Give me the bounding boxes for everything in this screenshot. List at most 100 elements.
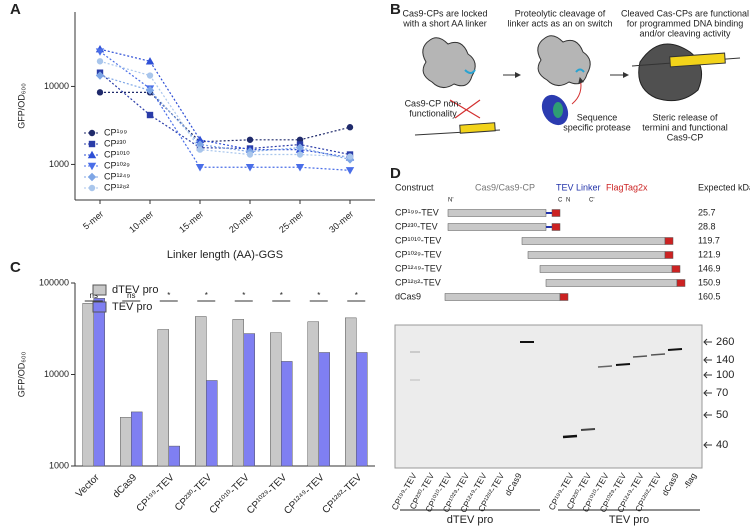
domain — [521, 237, 666, 245]
caption-line: for programmed DNA binding — [627, 18, 744, 28]
x-tick-label: CP¹²⁴⁹-TEV — [282, 472, 327, 517]
marker — [195, 164, 205, 172]
lane-label: dCas9 — [660, 471, 681, 498]
marker — [196, 146, 204, 153]
ladder-label: 50 — [716, 409, 728, 421]
panel-label: D — [390, 165, 401, 182]
x-tick-label: 5-mer — [81, 209, 105, 232]
ladder-label: 70 — [716, 387, 728, 399]
domain — [545, 279, 678, 287]
significance: ns — [90, 291, 98, 300]
x-tick-label: dCas9 — [111, 472, 140, 501]
dna-target — [669, 52, 726, 68]
protease-site — [553, 102, 563, 118]
band — [632, 355, 648, 358]
marker — [87, 150, 97, 159]
ladder-arrow — [703, 389, 712, 397]
header: FlagTag2x — [606, 182, 648, 192]
caption-line: Proteolytic cleavage of — [515, 8, 606, 18]
significance: * — [280, 291, 283, 300]
significance: * — [167, 291, 170, 300]
panel-label: B — [390, 1, 401, 18]
band — [615, 363, 631, 366]
legend-label: dTEV pro — [112, 284, 158, 296]
bar — [168, 445, 180, 467]
kda: 160.5 — [698, 291, 721, 301]
caption-line: linker acts as an on switch — [507, 18, 612, 28]
kda: 121.9 — [698, 249, 721, 259]
series-line — [99, 51, 351, 171]
kda: 150.9 — [698, 277, 721, 287]
significance: ns — [127, 291, 135, 300]
caption-line: Sequence — [577, 112, 618, 122]
group-label: dTEV pro — [447, 514, 493, 526]
ladder-arrow — [703, 411, 712, 419]
linker — [575, 68, 585, 73]
x-tick-label: 20-mer — [227, 209, 255, 235]
marker — [246, 136, 254, 143]
marker — [88, 129, 96, 137]
bar — [82, 303, 94, 467]
flag-tag — [551, 209, 561, 217]
header: Construct — [395, 182, 434, 192]
flag-tag — [664, 237, 674, 245]
terminus: N — [566, 198, 570, 204]
legend-label: CP²³⁰ — [104, 138, 126, 148]
terminus: N' — [448, 198, 453, 204]
caption-line: Cas9-CP — [667, 132, 704, 142]
dna-target — [459, 122, 496, 134]
header: Cas9/Cas9-CP — [475, 182, 535, 192]
illustration — [414, 35, 741, 136]
panel-label: C — [10, 259, 21, 276]
legend-label: CP¹⁰¹⁰ — [104, 149, 130, 159]
y-tick-label: 1000 — [49, 159, 69, 169]
ladder-arrow — [703, 338, 712, 346]
series-line — [99, 72, 351, 156]
linker — [464, 69, 476, 74]
legend-swatch — [92, 284, 107, 296]
cas9-shape — [422, 37, 476, 88]
flag-tag — [551, 223, 561, 231]
legend-label: CP¹⁰²⁹ — [104, 160, 130, 170]
significance: * — [317, 291, 320, 300]
bar — [157, 329, 169, 467]
marker — [346, 153, 354, 160]
band — [667, 348, 683, 351]
flag-tag — [664, 251, 674, 259]
header: Expected kDa — [698, 182, 750, 192]
caption-line: Steric release of — [652, 112, 718, 122]
caption-line: functionality — [409, 108, 457, 118]
bar — [356, 352, 368, 467]
marker — [87, 172, 97, 182]
bar — [307, 321, 319, 467]
bar — [131, 411, 143, 467]
marker — [246, 151, 254, 158]
panel-label: A — [10, 1, 21, 18]
marker — [95, 71, 105, 80]
construct-name: CP²³⁰-TEV — [395, 221, 438, 231]
marker — [296, 151, 304, 158]
marker — [88, 184, 96, 192]
ladder-arrow — [703, 356, 712, 364]
x-axis-label: Linker length (AA)-GGS — [167, 249, 283, 261]
gel-background — [394, 324, 703, 469]
legend-swatch — [92, 301, 107, 313]
lane-label: dCas9 — [503, 471, 524, 498]
y-tick-label: 10000 — [44, 81, 69, 91]
caption-line: Cleaved Cas-CPs are functional — [621, 8, 749, 18]
series-line — [100, 91, 351, 143]
construct-name: CP¹⁰¹⁰-TEV — [395, 235, 441, 245]
marker — [295, 143, 305, 152]
gel — [394, 324, 703, 469]
bar — [345, 317, 357, 467]
marker — [96, 89, 104, 96]
marker — [95, 48, 105, 56]
bar — [206, 380, 218, 467]
header: TEV Linker — [556, 182, 601, 192]
kda: 28.8 — [698, 221, 716, 231]
series-line — [99, 74, 351, 160]
arrow — [571, 77, 585, 105]
marker — [88, 140, 96, 148]
domain — [527, 251, 666, 259]
construct-name: CP¹²⁸²-TEV — [395, 277, 441, 287]
